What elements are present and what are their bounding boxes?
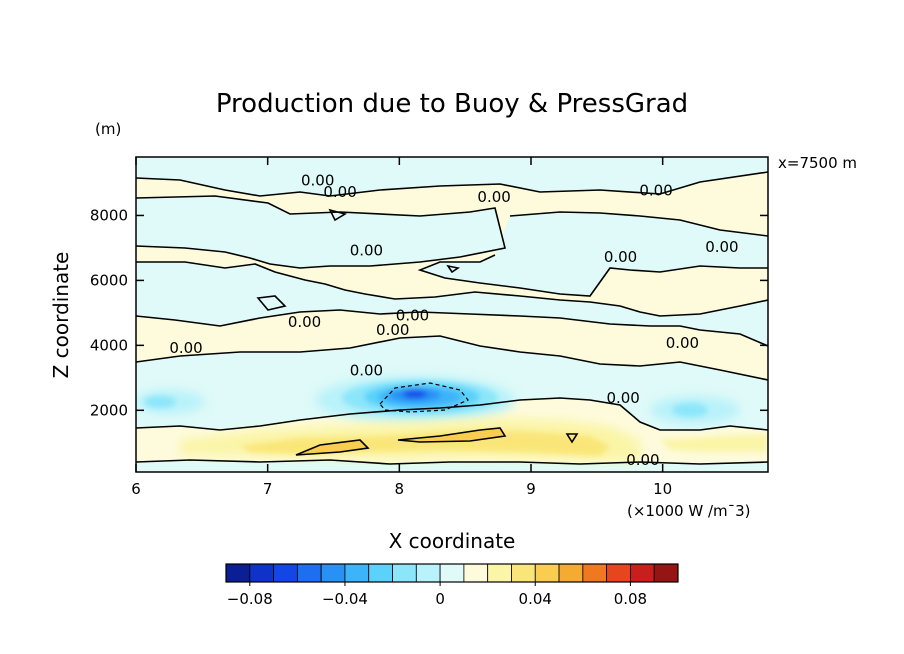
colorbar-swatch [630, 563, 655, 583]
colorbar-swatch [273, 563, 298, 583]
contour-label: 0.00 [666, 334, 699, 352]
colorbar-tick-label: −0.08 [227, 590, 273, 608]
colorbar-swatch [249, 563, 274, 583]
x-tick-label: 7 [263, 480, 273, 498]
contour-label: 0.00 [639, 181, 672, 199]
colorbar-swatch [463, 563, 489, 583]
x-axis: 6 7 8 9 10 [131, 157, 672, 498]
y-axis-label: Z coordinate [49, 252, 73, 379]
side-note: x=7500 m [778, 154, 857, 172]
contour-labels: 0.000.00 0.00 0.000.00 0.000.000.00 0.000.00… [169, 172, 738, 469]
contour-label: 0.00 [350, 362, 383, 380]
colorbar-swatch [368, 563, 393, 583]
colorbar-swatch [415, 563, 441, 583]
colorbar-swatch [487, 563, 512, 583]
plot-frame [135, 156, 769, 473]
colorbar-tick-label: 0.04 [519, 590, 552, 608]
colorbar-swatch [439, 563, 465, 583]
negative-contour [379, 382, 469, 413]
colorbar-swatch [582, 563, 608, 583]
y-axis: 2000 4000 6000 8000 [90, 206, 768, 419]
colorbar-swatch [344, 563, 370, 583]
y-tick-label: 2000 [90, 401, 128, 419]
colorbar-tick-label: −0.04 [322, 590, 368, 608]
y-tick-label: 6000 [90, 271, 128, 289]
contour-label: 0.00 [350, 241, 383, 259]
colorbar: −0.08 −0.04 0 0.04 0.08 [225, 563, 679, 608]
colorbar-swatch [534, 563, 560, 583]
colorbar-tick-label: 0 [435, 590, 445, 608]
contour-label: 0.00 [288, 313, 321, 331]
colorbar-swatch [320, 563, 346, 583]
colorbar-swatch [511, 563, 536, 583]
plot-area [136, 157, 768, 472]
field-deep-blue [144, 380, 708, 417]
colorbar-swatch [606, 563, 631, 583]
colorbar-frame [225, 563, 679, 583]
contour-label: 0.00 [477, 188, 510, 206]
field-light-blue [136, 157, 768, 472]
contour-label: 0.00 [604, 248, 637, 266]
contour-label: 0.00 [396, 306, 429, 324]
contour-label: 0.00 [169, 339, 202, 357]
colorbar-swatch [558, 563, 584, 583]
x-tick-label: 9 [526, 480, 536, 498]
contour-label: 0.00 [323, 183, 356, 201]
x-axis-label: X coordinate [389, 529, 516, 553]
x-tick-label: 10 [653, 480, 672, 498]
x-tick-label: 8 [395, 480, 405, 498]
contour-label: 0.00 [301, 172, 334, 190]
contour-label: 0.00 [376, 321, 409, 339]
contour-label: 0.00 [626, 451, 659, 469]
colorbar-swatch [392, 563, 417, 583]
zero-contours [136, 171, 768, 465]
colorbar-tick-label: 0.08 [614, 590, 647, 608]
colorbar-swatch [225, 563, 251, 583]
x-unit-note: (×1000 W /m¯3) [627, 502, 751, 520]
y-tick-label: 8000 [90, 206, 128, 224]
y-tick-label: 4000 [90, 336, 128, 354]
colorbar-swatch [296, 563, 322, 583]
x-tick-label: 6 [131, 480, 141, 498]
contour-label: 0.00 [705, 238, 738, 256]
colorbar-swatch [653, 563, 679, 583]
y-unit-label: (m) [95, 120, 121, 138]
contour-label: 0.00 [606, 389, 639, 407]
field-warm [180, 418, 768, 462]
chart-title: Production due to Buoy & PressGrad [216, 89, 688, 119]
